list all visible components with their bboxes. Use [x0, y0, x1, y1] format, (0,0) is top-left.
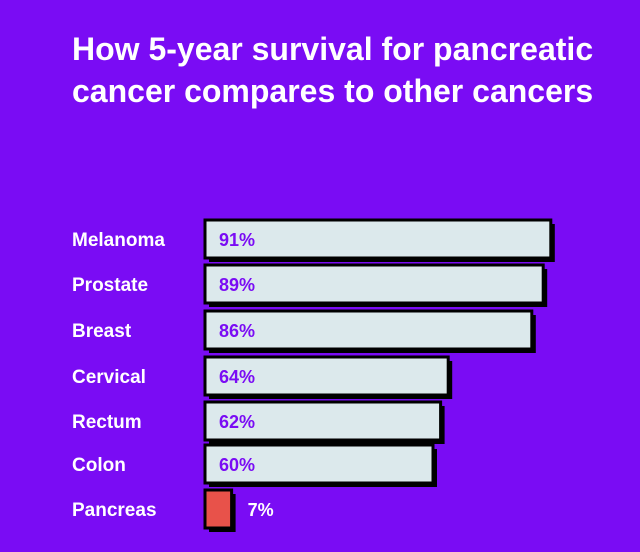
value-label-breast: 86%: [219, 321, 255, 341]
value-label-melanoma: 91%: [219, 230, 255, 250]
value-label-pancreas: 7%: [248, 500, 274, 520]
bar-rectum: [203, 400, 443, 442]
category-label-pancreas: Pancreas: [72, 500, 157, 521]
category-label-prostate: Prostate: [72, 275, 148, 296]
value-label-colon: 60%: [219, 455, 255, 475]
category-label-melanoma: Melanoma: [72, 230, 165, 251]
bar-prostate: [203, 263, 545, 305]
category-label-breast: Breast: [72, 321, 132, 342]
chart-title: How 5-year survival for pancreatic cance…: [72, 31, 594, 109]
value-label-cervical: 64%: [219, 367, 255, 387]
category-label-colon: Colon: [72, 455, 126, 476]
category-label-rectum: Rectum: [72, 412, 142, 433]
value-label-rectum: 62%: [219, 412, 255, 432]
bar-pancreas: [203, 488, 234, 530]
bar-colon: [203, 443, 435, 485]
bar-cervical: [203, 355, 450, 397]
value-label-prostate: 89%: [219, 275, 255, 295]
category-label-cervical: Cervical: [72, 367, 146, 388]
bar-breast: [203, 309, 534, 351]
bar-melanoma: [203, 218, 553, 260]
